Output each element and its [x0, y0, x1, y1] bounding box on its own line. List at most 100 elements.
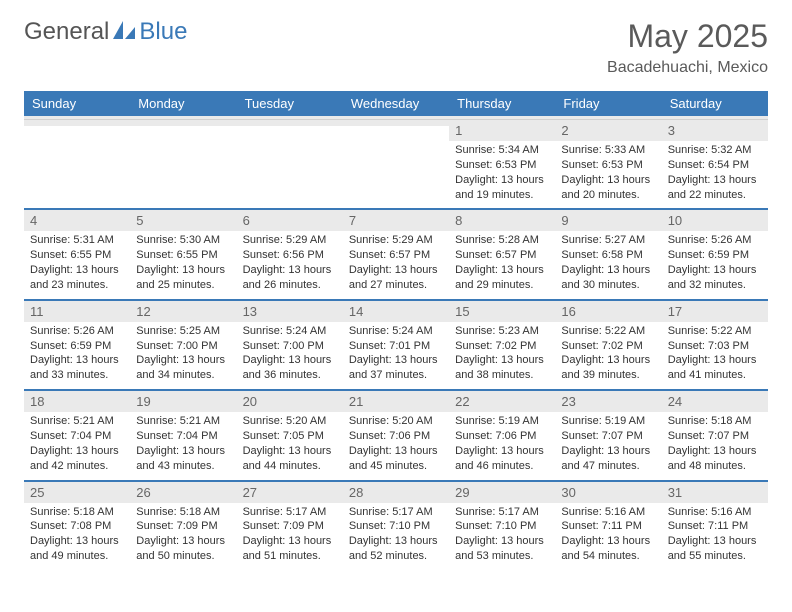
day-daylight: Daylight: 13 hours and 19 minutes.: [455, 173, 549, 203]
day-number: 15: [449, 301, 555, 322]
day-daylight: Daylight: 13 hours and 47 minutes.: [561, 444, 655, 474]
day-sunset: Sunset: 6:58 PM: [561, 248, 655, 263]
day-cell: 10Sunrise: 5:26 AMSunset: 6:59 PMDayligh…: [662, 210, 768, 298]
day-sunrise: Sunrise: 5:18 AM: [30, 505, 124, 520]
day-sunset: Sunset: 7:06 PM: [455, 429, 549, 444]
day-number: 28: [343, 482, 449, 503]
day-sunset: Sunset: 7:08 PM: [30, 519, 124, 534]
week-row: 4Sunrise: 5:31 AMSunset: 6:55 PMDaylight…: [24, 210, 768, 298]
day-sunset: Sunset: 7:05 PM: [243, 429, 337, 444]
day-cell: 7Sunrise: 5:29 AMSunset: 6:57 PMDaylight…: [343, 210, 449, 298]
day-cell: 1Sunrise: 5:34 AMSunset: 6:53 PMDaylight…: [449, 120, 555, 208]
day-daylight: Daylight: 13 hours and 54 minutes.: [561, 534, 655, 564]
day-number: 10: [662, 210, 768, 231]
day-sunrise: Sunrise: 5:32 AM: [668, 143, 762, 158]
week-row: 1Sunrise: 5:34 AMSunset: 6:53 PMDaylight…: [24, 120, 768, 208]
day-daylight: Daylight: 13 hours and 51 minutes.: [243, 534, 337, 564]
day-number: [24, 120, 130, 126]
day-sunset: Sunset: 7:07 PM: [668, 429, 762, 444]
day-cell: 26Sunrise: 5:18 AMSunset: 7:09 PMDayligh…: [130, 482, 236, 570]
day-cell: 29Sunrise: 5:17 AMSunset: 7:10 PMDayligh…: [449, 482, 555, 570]
day-daylight: Daylight: 13 hours and 42 minutes.: [30, 444, 124, 474]
page-title: May 2025: [607, 18, 768, 55]
day-cell: 20Sunrise: 5:20 AMSunset: 7:05 PMDayligh…: [237, 391, 343, 479]
day-sunrise: Sunrise: 5:16 AM: [668, 505, 762, 520]
day-number: 29: [449, 482, 555, 503]
day-number: 9: [555, 210, 661, 231]
day-number: 21: [343, 391, 449, 412]
day-sunset: Sunset: 7:02 PM: [455, 339, 549, 354]
day-sunrise: Sunrise: 5:22 AM: [668, 324, 762, 339]
day-number: 1: [449, 120, 555, 141]
title-block: May 2025 Bacadehuachi, Mexico: [607, 18, 768, 77]
day-daylight: Daylight: 13 hours and 38 minutes.: [455, 353, 549, 383]
day-cell: 31Sunrise: 5:16 AMSunset: 7:11 PMDayligh…: [662, 482, 768, 570]
day-number: 12: [130, 301, 236, 322]
day-cell: 27 Sunrise: 5:17 AMSunset: 7:09 PMDayligh…: [237, 482, 343, 570]
day-cell: [130, 120, 236, 208]
day-number: 23: [555, 391, 661, 412]
day-sunrise: Sunrise: 5:17 AM: [349, 505, 443, 520]
day-cell: 6Sunrise: 5:29 AMSunset: 6:56 PMDaylight…: [237, 210, 343, 298]
day-sunset: Sunset: 7:11 PM: [668, 519, 762, 534]
logo: General Blue: [24, 18, 187, 46]
day-number: 30: [555, 482, 661, 503]
day-cell: 4Sunrise: 5:31 AMSunset: 6:55 PMDaylight…: [24, 210, 130, 298]
day-cell: 19Sunrise: 5:21 AMSunset: 7:04 PMDayligh…: [130, 391, 236, 479]
day-cell: 8Sunrise: 5:28 AMSunset: 6:57 PMDaylight…: [449, 210, 555, 298]
day-sunset: Sunset: 6:53 PM: [561, 158, 655, 173]
day-cell: 9Sunrise: 5:27 AMSunset: 6:58 PMDaylight…: [555, 210, 661, 298]
day-sunset: Sunset: 7:10 PM: [349, 519, 443, 534]
day-number: 2: [555, 120, 661, 141]
day-cell: 14Sunrise: 5:24 AMSunset: 7:01 PMDayligh…: [343, 301, 449, 389]
day-number: 31: [662, 482, 768, 503]
day-sunrise: Sunrise: 5:19 AM: [561, 414, 655, 429]
day-cell: [24, 120, 130, 208]
day-sunrise: Sunrise: 5:31 AM: [30, 233, 124, 248]
calendar: Sunday Monday Tuesday Wednesday Thursday…: [24, 91, 768, 570]
week-row: 11Sunrise: 5:26 AMSunset: 6:59 PMDayligh…: [24, 301, 768, 389]
day-sunrise: Sunrise: 5:24 AM: [349, 324, 443, 339]
day-sunset: Sunset: 7:02 PM: [561, 339, 655, 354]
day-sunset: Sunset: 7:03 PM: [668, 339, 762, 354]
day-sunrise: Sunrise: 5:17 AM: [243, 505, 337, 520]
day-number: 3: [662, 120, 768, 141]
day-daylight: Daylight: 13 hours and 41 minutes.: [668, 353, 762, 383]
day-cell: 24Sunrise: 5:18 AMSunset: 7:07 PMDayligh…: [662, 391, 768, 479]
day-sunrise: Sunrise: 5:26 AM: [668, 233, 762, 248]
day-number: 7: [343, 210, 449, 231]
day-sunrise: Sunrise: 5:18 AM: [136, 505, 230, 520]
day-cell: 18Sunrise: 5:21 AMSunset: 7:04 PMDayligh…: [24, 391, 130, 479]
day-number: 27: [237, 482, 343, 503]
day-number: 22: [449, 391, 555, 412]
day-cell: 13Sunrise: 5:24 AMSunset: 7:00 PMDayligh…: [237, 301, 343, 389]
day-sunset: Sunset: 6:57 PM: [349, 248, 443, 263]
day-number: 18: [24, 391, 130, 412]
day-daylight: Daylight: 13 hours and 20 minutes.: [561, 173, 655, 203]
day-cell: 5Sunrise: 5:30 AMSunset: 6:55 PMDaylight…: [130, 210, 236, 298]
logo-text-general: General: [24, 18, 109, 46]
day-daylight: Daylight: 13 hours and 34 minutes.: [136, 353, 230, 383]
dayname-header-row: Sunday Monday Tuesday Wednesday Thursday…: [24, 91, 768, 116]
day-daylight: Daylight: 13 hours and 33 minutes.: [30, 353, 124, 383]
day-daylight: Daylight: 13 hours and 25 minutes.: [136, 263, 230, 293]
day-number: 11: [24, 301, 130, 322]
day-number: 19: [130, 391, 236, 412]
day-sunrise: Sunrise: 5:24 AM: [243, 324, 337, 339]
dayname-saturday: Saturday: [662, 91, 768, 116]
day-cell: 11 Sunrise: 5:26 AMSunset: 6:59 PMDayligh…: [24, 301, 130, 389]
day-number: 26: [130, 482, 236, 503]
day-sunset: Sunset: 7:09 PM: [243, 519, 337, 534]
day-sunrise: Sunrise: 5:33 AM: [561, 143, 655, 158]
day-daylight: Daylight: 13 hours and 27 minutes.: [349, 263, 443, 293]
day-cell: 3Sunrise: 5:32 AMSunset: 6:54 PMDaylight…: [662, 120, 768, 208]
day-sunrise: Sunrise: 5:26 AM: [30, 324, 124, 339]
day-number: [130, 120, 236, 126]
day-sunset: Sunset: 6:59 PM: [30, 339, 124, 354]
day-sunset: Sunset: 7:01 PM: [349, 339, 443, 354]
day-sunset: Sunset: 6:55 PM: [30, 248, 124, 263]
day-sunset: Sunset: 6:54 PM: [668, 158, 762, 173]
dayname-tuesday: Tuesday: [237, 91, 343, 116]
day-sunset: Sunset: 6:53 PM: [455, 158, 549, 173]
day-cell: 30Sunrise: 5:16 AMSunset: 7:11 PMDayligh…: [555, 482, 661, 570]
